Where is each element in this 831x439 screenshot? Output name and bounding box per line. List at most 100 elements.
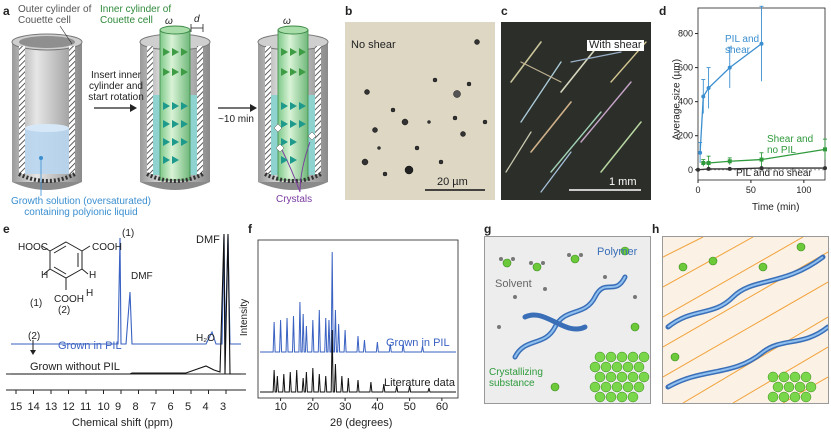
panel-g-illustration: Solvent Polymer Crystallizing substance: [484, 236, 651, 404]
chart-e-xtick-label: 5: [185, 401, 192, 413]
chart-d-point: [759, 41, 764, 46]
growth-solution-label: Growth solution (oversaturated) containi…: [10, 196, 152, 218]
chart-d-point: [706, 160, 711, 165]
crystals-label: Crystals: [276, 194, 313, 205]
panel-letter-f: f: [248, 222, 252, 236]
chart-d-point: [727, 166, 732, 171]
h-label-3: H: [86, 288, 94, 299]
chart-d-ytick-label: 200: [678, 131, 693, 141]
omega-label-2: ω: [283, 16, 291, 27]
chart-d-point: [706, 166, 711, 171]
chart-d-point: [823, 147, 827, 152]
chart-f-xtick-label: 10: [274, 401, 287, 413]
terephthalic-molecule: [41, 241, 91, 290]
chart-d-xtick-label: 50: [746, 185, 756, 195]
chart-e-xtick-label: 14: [27, 401, 40, 413]
outer-cylinder-1: [11, 33, 83, 196]
chart-f-xlabel: 2θ (degrees): [330, 417, 393, 429]
chart-f-ylabel: Intensity: [239, 298, 251, 337]
chart-f-frame: [257, 239, 459, 399]
chart-e-xtick-label: 15: [10, 401, 23, 413]
chart-d-point: [701, 94, 706, 99]
chart-d-point: [759, 157, 764, 162]
chart-d-point: [706, 86, 711, 91]
panel-letter-c: c: [501, 4, 508, 18]
chart-d-ylabel: Average size (µm): [671, 58, 683, 141]
panel-letter-b: b: [345, 4, 353, 18]
solvent-label: Solvent: [495, 278, 532, 290]
couette-schematic: [11, 24, 329, 196]
h-label-2: H: [89, 270, 97, 281]
n1-label: (1): [30, 298, 43, 309]
chart-d-ytick-label: 0: [688, 165, 693, 175]
no-shear-label: No shear: [351, 39, 396, 51]
chart-e-xtick-label: 7: [150, 401, 157, 413]
chart-e-xtick-label: 10: [97, 401, 110, 413]
chart-e-xtick-label: 11: [80, 401, 92, 413]
inner-cylinder-label: Inner cylinder of Couette cell: [100, 4, 172, 26]
scale-bar-1mm: 1 mm: [609, 176, 637, 188]
chart-e-xlabel: Chemical shift (ppm): [72, 417, 173, 429]
chart-d-xtick-label: 100: [796, 185, 811, 195]
n2-label: (2): [58, 305, 71, 316]
arrow-2-label: ~10 min: [218, 114, 254, 125]
panel-letter-a: a: [3, 4, 10, 18]
chart-d-point: [698, 150, 703, 155]
xrd-pattern: [257, 239, 459, 401]
chart-f-xtick-label: 40: [371, 401, 384, 413]
panel-h-illustration: [662, 236, 829, 404]
chart-d-xlabel: Time (min): [752, 202, 800, 213]
chart-d-point: [759, 166, 764, 171]
chart-e-xtick-label: 4: [202, 401, 209, 413]
legend-pil-no-shear: PIL and no shear: [736, 168, 812, 179]
arrow-1-label: Insert inner cylinder and start rotation: [88, 70, 144, 103]
peak1-label: (1): [122, 228, 135, 239]
cooh-label-bottom: COOH: [54, 294, 84, 305]
no-shear-particles: [361, 39, 488, 191]
chart-f-xtick-label: 20: [306, 401, 320, 413]
chart-d-point: [823, 166, 827, 171]
chart-e-xtick-label: 13: [45, 401, 58, 413]
chart-f-series-pil: [260, 251, 456, 353]
panel-letter-g: g: [484, 222, 492, 236]
dmf-label-2: DMF: [196, 234, 220, 246]
chart-d-ytick-label: 400: [678, 97, 693, 107]
chart-d-series-line: [699, 43, 762, 153]
with-shear-label: With shear: [587, 39, 644, 51]
panel-letter-d: d: [659, 4, 667, 18]
chart-d-point: [701, 160, 706, 165]
grown-without-pil-label: Grown without PIL: [30, 361, 120, 373]
grown-in-pil-label-f: Grown in PIL: [386, 337, 450, 349]
chart-e-xtick-label: 6: [167, 401, 174, 413]
chart-f-series-literature: [260, 329, 456, 393]
chart-f-xtick-label: 50: [403, 401, 416, 413]
h2o-label: H₂O: [196, 333, 215, 344]
grown-in-pil-label-e: Grown in PIL: [58, 340, 122, 352]
chart-d-ytick-label: 800: [678, 29, 693, 39]
gap-d-label: d: [194, 14, 200, 25]
chart-e-xtick-label: 9: [115, 401, 122, 413]
nmr-spectrum: [6, 233, 246, 394]
panel-b-micrograph: No shear 20 µm: [345, 22, 495, 200]
omega-label-1: ω: [165, 16, 173, 27]
chart-f-xtick-label: 60: [435, 401, 449, 413]
panel-letter-h: h: [652, 222, 660, 236]
h-label-1: H: [41, 270, 49, 281]
chart-e-xtick-label: 8: [132, 401, 139, 413]
chart-d-xtick-label: 0: [695, 185, 700, 195]
panel-c-micrograph: With shear 1 mm: [501, 22, 651, 200]
solvent-polymer-scene: [497, 246, 650, 403]
chart-e-xtick-label: 3: [220, 401, 227, 413]
legend-shear-no-pil: Shear and no PIL: [767, 134, 814, 156]
crystallizing-substance-label: Crystallizing substance: [489, 367, 543, 389]
hooc-label: HOOC: [18, 242, 48, 253]
polymer-label: Polymer: [597, 246, 638, 258]
average-size-chart: 0 200 400 600 800 0 50 100: [678, 5, 827, 195]
sheared-alignment-scene: [663, 237, 828, 403]
legend-pil-and-shear: PIL and shear: [725, 34, 760, 56]
chart-e-xtick-label: 12: [62, 401, 75, 413]
literature-data-label: Literature data: [384, 377, 455, 389]
dmf-label-1: DMF: [131, 271, 153, 282]
chart-d-ytick-label: 600: [678, 63, 693, 73]
chart-d-point: [727, 65, 732, 70]
